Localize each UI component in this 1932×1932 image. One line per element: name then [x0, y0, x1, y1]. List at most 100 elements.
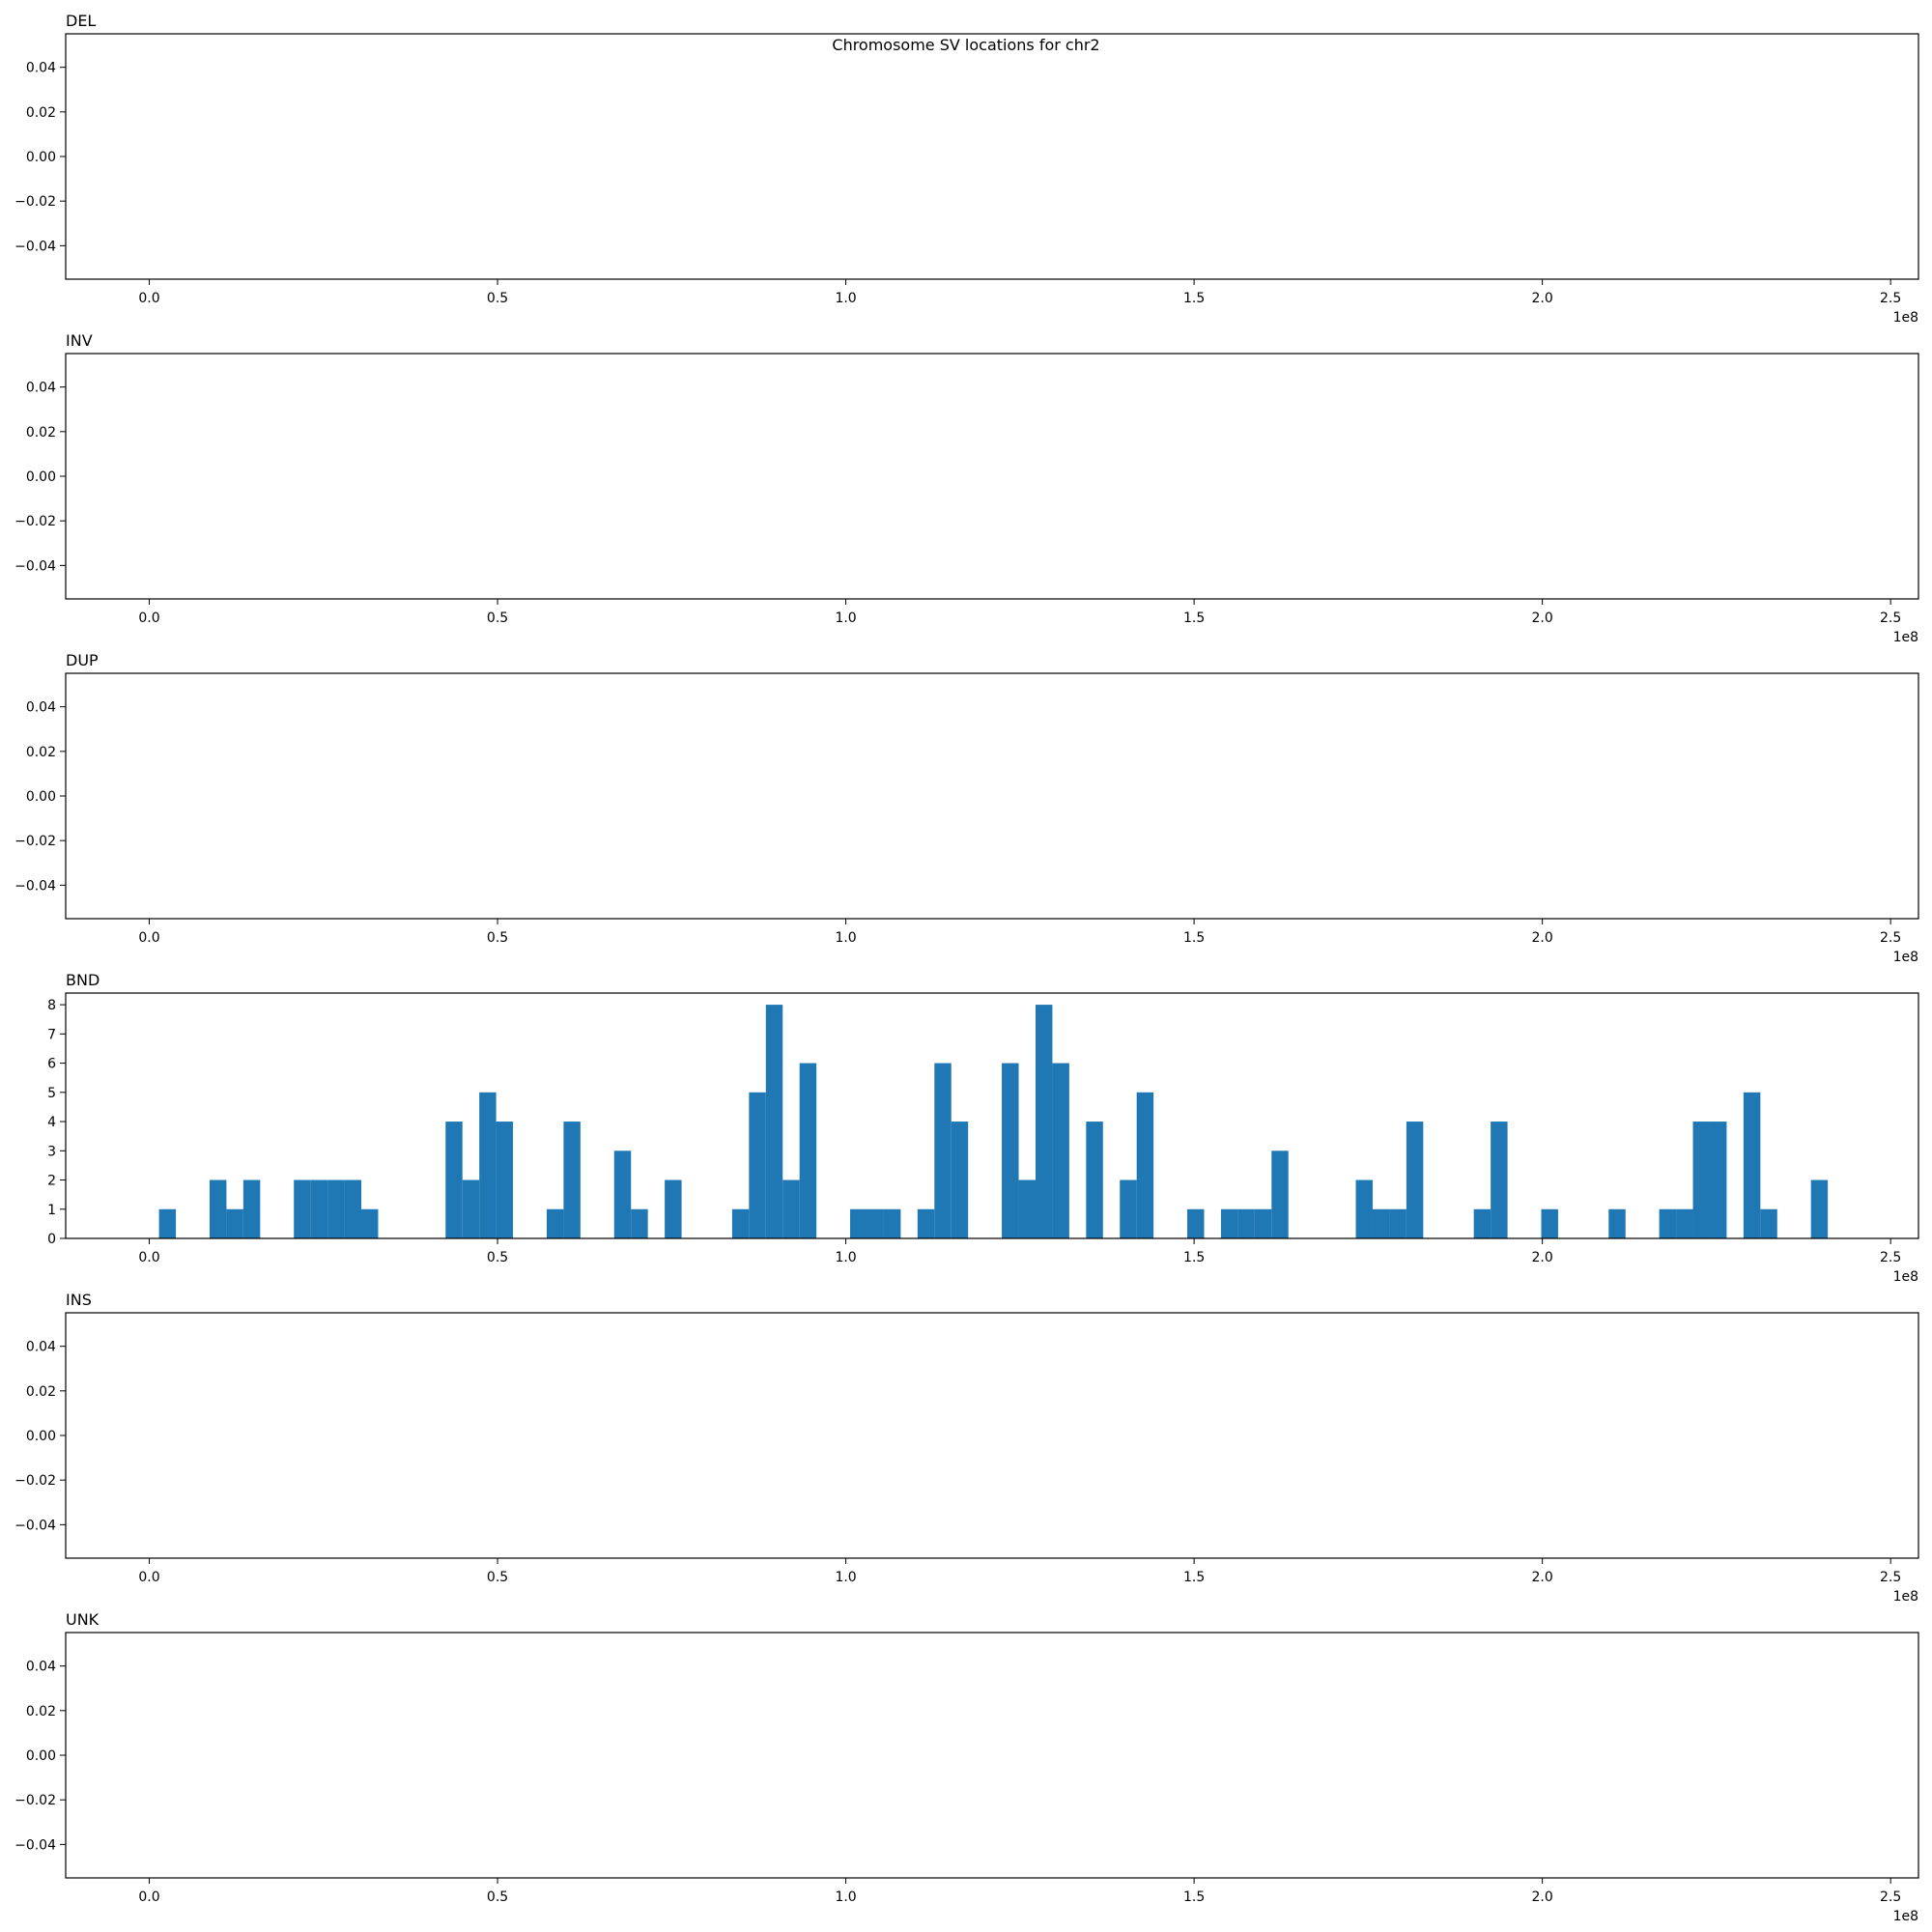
x-tick-label: 0.5 — [487, 1250, 508, 1265]
histogram-bar — [917, 1208, 935, 1238]
x-offset-label: 1e8 — [1893, 1589, 1918, 1605]
y-tick-label: 5 — [47, 1086, 56, 1101]
histogram-bar — [1810, 1179, 1829, 1238]
histogram-bar — [546, 1208, 564, 1238]
histogram-bar — [799, 1063, 817, 1238]
x-tick-label: 1.0 — [835, 611, 856, 626]
x-tick-label: 0.5 — [487, 930, 508, 946]
x-tick-label: 2.5 — [1880, 291, 1901, 306]
histogram-bar — [226, 1208, 243, 1238]
y-tick-label: 4 — [47, 1115, 56, 1130]
histogram-bar — [563, 1122, 581, 1238]
x-tick-label: 2.5 — [1880, 1570, 1901, 1585]
x-tick-label: 0.5 — [487, 1570, 508, 1585]
x-offset-label: 1e8 — [1893, 630, 1918, 645]
x-tick-label: 1.0 — [835, 291, 856, 306]
histogram-bar — [310, 1179, 328, 1238]
x-offset-label: 1e8 — [1893, 1269, 1918, 1285]
y-tick-label: −0.04 — [14, 1837, 56, 1853]
y-tick-label: −0.02 — [14, 194, 56, 210]
x-tick-label: 2.0 — [1531, 1250, 1552, 1265]
y-tick-label: 0.02 — [26, 425, 56, 440]
panel-del: DEL 0.0 0.5 1.0 1.5 2.0 2.5 1e8 0.04 0.02 0.00 −0.0… — [14, 12, 1919, 326]
histogram-bar — [631, 1208, 648, 1238]
y-tick-label: −0.04 — [14, 1518, 56, 1533]
x-tick-label: 2.0 — [1531, 291, 1552, 306]
histogram-bar — [613, 1151, 632, 1238]
histogram-bar — [294, 1179, 311, 1238]
y-tick-label: 0.00 — [26, 150, 56, 165]
panel-title: DUP — [66, 651, 99, 669]
panel-title: UNK — [66, 1610, 99, 1629]
panel-title: INV — [66, 331, 93, 350]
panel-unk: UNK 0.0 0.5 1.0 1.5 2.0 2.5 1e8 0.04 0.02 0.00 −0.0… — [14, 1610, 1919, 1924]
y-tick-label: −0.04 — [14, 558, 56, 574]
y-tick-label: 8 — [47, 998, 56, 1013]
histogram-bar — [1676, 1208, 1693, 1238]
histogram-bar — [951, 1122, 969, 1238]
x-tick-label: 1.0 — [835, 930, 856, 946]
histogram-bar — [867, 1208, 884, 1238]
y-tick-label: 0.04 — [26, 1660, 56, 1675]
x-tick-label: 2.5 — [1880, 611, 1901, 626]
x-tick-label: 0.0 — [138, 1250, 159, 1265]
histogram-bar — [934, 1063, 952, 1238]
histogram-bar — [344, 1179, 362, 1238]
histogram-bar — [1389, 1208, 1406, 1238]
histogram-bar — [883, 1208, 901, 1238]
x-tick-label: 1.5 — [1183, 291, 1205, 306]
y-tick-label: 0.04 — [26, 381, 56, 396]
histogram-bar — [731, 1208, 750, 1238]
x-tick-label: 2.0 — [1531, 930, 1552, 946]
y-tick-label: 0.02 — [26, 745, 56, 760]
histogram-bar — [462, 1179, 480, 1238]
histogram-bar — [1002, 1063, 1019, 1238]
y-tick-label: −0.02 — [14, 514, 56, 529]
histogram-bar — [1220, 1208, 1238, 1238]
panel-title: INS — [66, 1291, 92, 1309]
panel-dup: DUP 0.0 0.5 1.0 1.5 2.0 2.5 1e8 0.04 0.02 0.00 −0.0… — [14, 651, 1919, 965]
y-tick-label: −0.04 — [14, 878, 56, 894]
x-tick-label: 0.0 — [138, 1889, 159, 1905]
y-tick-label: 0.02 — [26, 105, 56, 121]
x-tick-label: 1.5 — [1183, 930, 1205, 946]
histogram-bar — [1760, 1208, 1777, 1238]
axes-frame — [65, 992, 1919, 1239]
x-tick-label: 1.5 — [1183, 1250, 1205, 1265]
y-tick-label: −0.02 — [14, 1473, 56, 1489]
histogram-bar — [1541, 1208, 1558, 1238]
x-tick-label: 1.0 — [835, 1570, 856, 1585]
y-tick-label: −0.02 — [14, 1793, 56, 1808]
histogram-bar — [327, 1179, 345, 1238]
x-tick-label: 0.0 — [138, 1570, 159, 1585]
histogram-bar — [1086, 1122, 1103, 1238]
histogram-bar — [1052, 1063, 1069, 1238]
y-tick-label: 0.02 — [26, 1384, 56, 1400]
panel-ins: INS 0.0 0.5 1.0 1.5 2.0 2.5 1e8 0.04 0.02 0.00 −0.0… — [14, 1291, 1919, 1605]
x-tick-label: 2.0 — [1531, 1889, 1552, 1905]
y-tick-label: 1 — [47, 1203, 56, 1218]
x-tick-label: 2.0 — [1531, 611, 1552, 626]
x-tick-label: 1.0 — [835, 1889, 856, 1905]
panel-title: BND — [66, 971, 99, 989]
x-tick-label: 0.0 — [138, 291, 159, 306]
histogram-bar — [1120, 1179, 1137, 1238]
y-tick-label: 0 — [47, 1232, 56, 1247]
histogram-bar — [1692, 1122, 1710, 1238]
histogram-bar — [665, 1179, 682, 1238]
histogram-bar — [850, 1208, 867, 1238]
y-tick-label: 7 — [47, 1027, 56, 1042]
x-tick-label: 1.5 — [1183, 1570, 1205, 1585]
x-tick-label: 2.5 — [1880, 930, 1901, 946]
histogram-bar — [1035, 1005, 1053, 1238]
x-tick-label: 1.5 — [1183, 1889, 1205, 1905]
y-tick-label: 0.02 — [26, 1704, 56, 1719]
histogram-bar — [1406, 1122, 1424, 1238]
histogram-bar — [1187, 1208, 1205, 1238]
x-tick-label: 2.0 — [1531, 1570, 1552, 1585]
x-tick-label: 1.0 — [835, 1250, 856, 1265]
histogram-bar — [479, 1092, 497, 1238]
